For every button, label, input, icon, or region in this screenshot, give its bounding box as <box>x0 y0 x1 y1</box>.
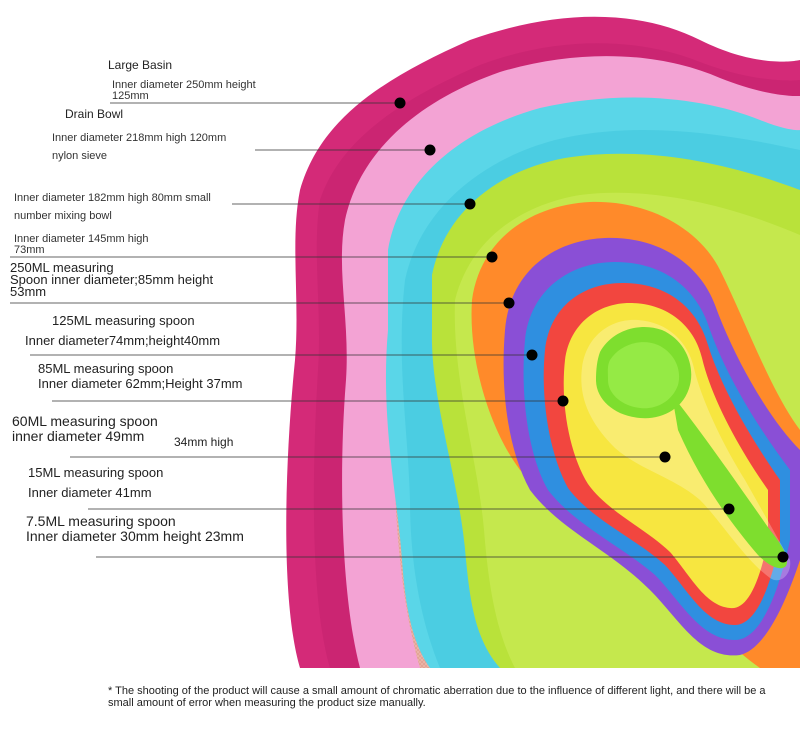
spoon-85-title: 85ML measuring spoon <box>38 361 174 376</box>
spoon-250-spec-line1: Spoon inner diameter;85mm height <box>10 272 214 287</box>
spoon-7-5-spec: Inner diameter 30mm height 23mm <box>26 528 244 544</box>
dot-spoon-125 <box>526 349 538 361</box>
dot-mixing-bowl <box>464 198 476 210</box>
annotation-dots <box>394 97 789 563</box>
spoon-7-5-title: 7.5ML measuring spoon <box>26 513 176 529</box>
spoon-125-spec: Inner diameter74mm;height40mm <box>25 333 221 348</box>
dot-large-basin <box>394 97 406 109</box>
mixing-bowl-spec-line1: Inner diameter 182mm high 80mm small <box>14 192 211 204</box>
dot-spoon-85 <box>557 395 569 407</box>
dot-spoon-250 <box>503 297 515 309</box>
spoon-60-title: 60ML measuring spoon <box>12 413 158 429</box>
dot-lime-bowl <box>486 251 498 263</box>
large-basin-spec-line1: Inner diameter 250mm height <box>112 79 256 91</box>
dot-spoon-7-5 <box>777 551 789 563</box>
mixing-bowl-spec-line2: number mixing bowl <box>14 210 112 222</box>
annotation-leader-lines <box>10 102 783 558</box>
dot-spoon-15 <box>723 503 735 515</box>
large-basin-spec-line2: 125mm <box>112 90 149 102</box>
spoon-15-title: 15ML measuring spoon <box>28 465 164 480</box>
lime-bowl-spec-line2: 73mm <box>14 244 45 256</box>
spoon-60-height: 34mm high <box>174 435 234 449</box>
dot-spoon-60 <box>659 451 671 463</box>
lime-bowl-spec-line1: Inner diameter 145mm high <box>14 233 149 245</box>
footnote: * The shooting of the product will cause… <box>108 685 766 709</box>
spoon-85-spec: Inner diameter 62mm;Height 37mm <box>38 376 243 391</box>
dot-drain-bowl <box>424 144 436 156</box>
spoon-125-title: 125ML measuring spoon <box>52 313 195 328</box>
drain-bowl-title: Drain Bowl <box>65 107 124 121</box>
spoon-250-title: 250ML measuring <box>10 260 114 275</box>
spoon-250-spec-line2: 53mm <box>10 284 47 299</box>
spoon-60-spec: inner diameter 49mm <box>12 428 145 444</box>
spoon-15-spec: Inner diameter 41mm <box>28 485 152 500</box>
drain-bowl-spec: Inner diameter 218mm high 120mm <box>52 132 227 144</box>
drain-bowl-note: nylon sieve <box>52 150 108 162</box>
large-basin-title: Large Basin <box>108 58 173 72</box>
